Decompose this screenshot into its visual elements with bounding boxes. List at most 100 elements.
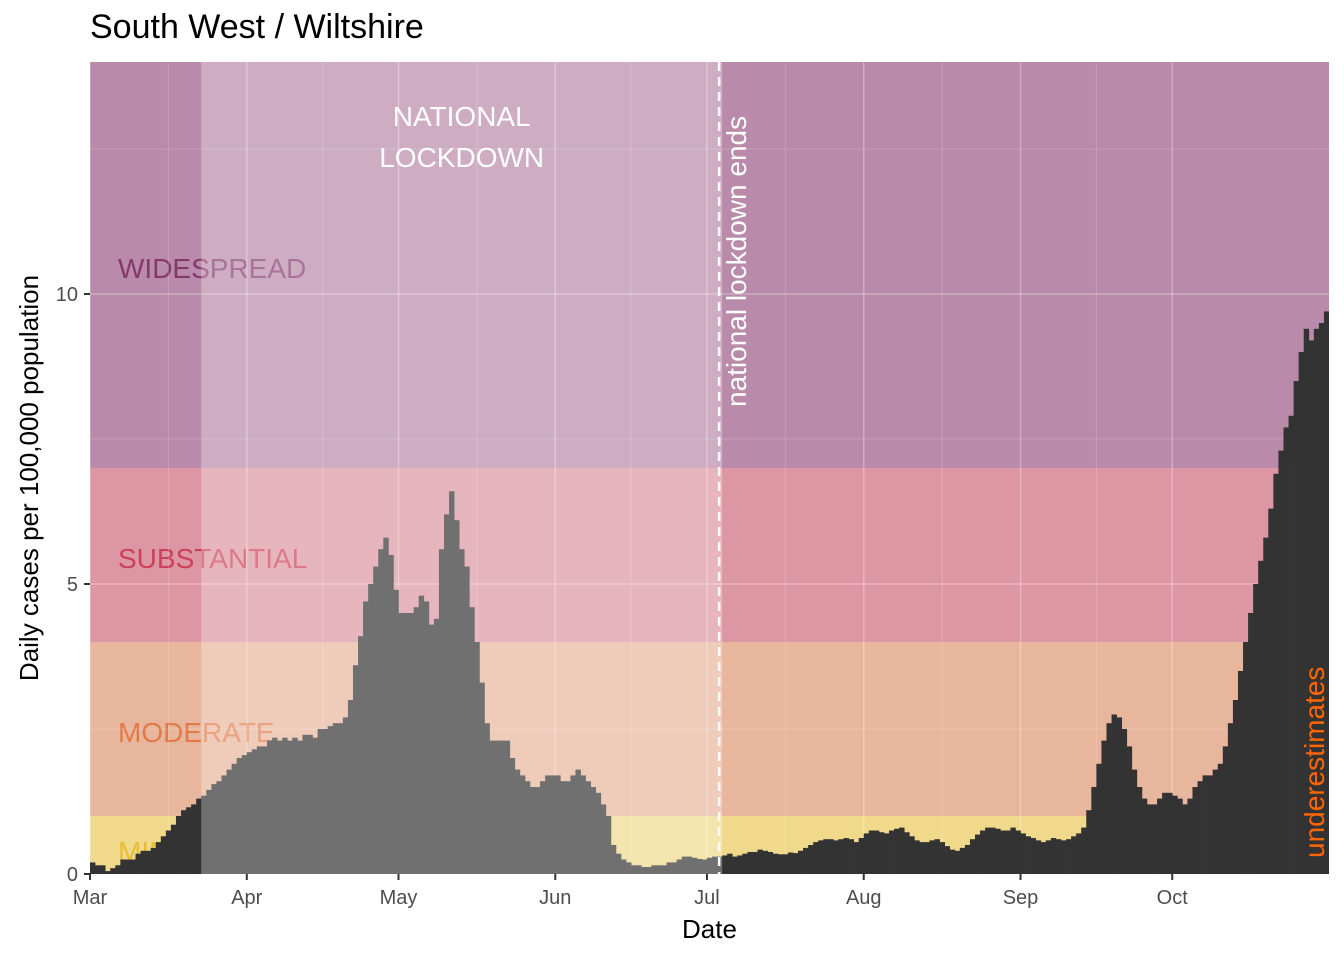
bar (1015, 830, 1021, 874)
annotations: NATIONAL LOCKDOWN national lockdown ends… (379, 101, 1330, 858)
bar (1248, 613, 1254, 874)
bar (848, 839, 854, 874)
bar (408, 613, 415, 874)
bar (555, 775, 561, 874)
bar (464, 566, 470, 874)
bar (636, 865, 642, 874)
bar (423, 601, 430, 874)
bar (277, 740, 283, 874)
bar (130, 859, 136, 874)
x-tick-label: Jun (539, 887, 571, 909)
bar (1182, 804, 1188, 874)
lockdown-label-line1: NATIONAL (393, 101, 531, 132)
bar (540, 781, 546, 874)
x-tick-label: Jul (694, 887, 720, 909)
bar (696, 858, 703, 874)
bar (155, 842, 162, 874)
bar (1339, 230, 1344, 874)
bar (1126, 746, 1133, 874)
bar (1101, 740, 1107, 874)
bar (767, 851, 774, 874)
bar (1253, 584, 1259, 874)
bar (292, 737, 298, 874)
bar (297, 740, 303, 874)
bar (1258, 560, 1264, 874)
bar (787, 852, 794, 874)
bar (175, 816, 182, 874)
bar (1141, 798, 1148, 874)
bar (959, 847, 966, 874)
bar (1278, 450, 1284, 874)
bar (499, 740, 506, 874)
bar (580, 775, 586, 874)
bar (317, 729, 323, 874)
bar (282, 737, 288, 874)
bar (1227, 723, 1234, 874)
grid-lines (90, 62, 1329, 874)
bar (181, 810, 187, 874)
bar (418, 595, 425, 874)
bar (924, 842, 930, 874)
bar (1187, 798, 1193, 874)
bar (990, 827, 996, 874)
bar (1303, 328, 1310, 874)
bar (1288, 415, 1294, 874)
bar (610, 845, 617, 874)
bar (509, 758, 516, 874)
bar (140, 850, 146, 874)
bar (899, 827, 905, 874)
bar (590, 787, 597, 874)
bar (459, 549, 465, 874)
bar (1243, 642, 1249, 874)
bar (514, 769, 521, 874)
bar (1217, 763, 1224, 874)
bar (747, 851, 753, 874)
bar (823, 839, 829, 874)
bar (1283, 427, 1289, 874)
bar (256, 746, 263, 874)
bar (1207, 775, 1214, 874)
bar (1136, 787, 1143, 874)
bar (484, 723, 490, 874)
bar (595, 792, 602, 874)
bar (1081, 827, 1087, 874)
bar (261, 746, 268, 874)
bar (1177, 798, 1183, 874)
x-tick-label: Apr (231, 887, 262, 909)
bar (980, 830, 986, 874)
bar (803, 847, 809, 874)
bar (883, 833, 890, 874)
bar (964, 845, 971, 874)
bar (1172, 795, 1178, 874)
bar (302, 734, 308, 874)
bar (433, 618, 440, 874)
bar (722, 855, 728, 874)
bar (110, 868, 116, 874)
bar (1222, 746, 1229, 874)
bar (858, 838, 865, 874)
bar (1045, 840, 1052, 874)
bar (135, 853, 141, 874)
bar (1111, 714, 1117, 874)
bar (615, 853, 622, 874)
bar (272, 737, 278, 874)
bar (762, 850, 769, 874)
bar (1000, 830, 1006, 874)
bar (863, 833, 870, 874)
bar (347, 700, 354, 874)
lockdown-label-line2: LOCKDOWN (379, 142, 544, 173)
bar (969, 839, 976, 874)
bar (853, 842, 860, 874)
bar (934, 839, 940, 874)
y-tick-label: 0 (67, 864, 78, 886)
bar (1020, 833, 1026, 874)
bar (105, 871, 111, 874)
bar (737, 855, 743, 874)
bar (1076, 833, 1082, 874)
bar (1192, 787, 1198, 874)
bar (246, 752, 253, 874)
bar (352, 665, 359, 874)
x-tick-label: Oct (1157, 887, 1189, 909)
bar (1096, 763, 1102, 874)
bar (211, 784, 217, 874)
